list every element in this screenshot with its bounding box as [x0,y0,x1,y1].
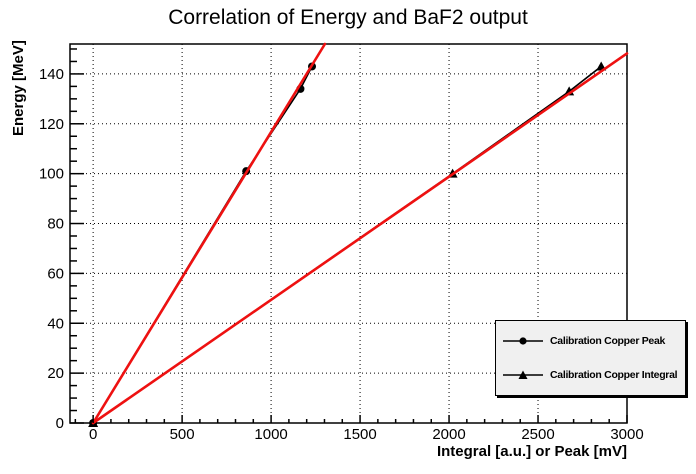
y-axis-tick-label: 80 [47,216,64,233]
circle-marker-icon [503,337,543,345]
y-axis-tick-label: 20 [47,365,64,382]
x-axis-tick-label: 2500 [521,426,554,443]
fit-line [91,52,629,425]
legend-entry: Calibration Copper Integral [502,359,685,391]
y-axis-tick-label: 40 [47,315,64,332]
chart-title: Correlation of Energy and BaF2 output [168,6,528,29]
x-axis-tick-label: 1000 [254,426,287,443]
y-axis-tick-label: 100 [39,166,64,183]
x-axis-tick-label: 0 [89,426,97,443]
legend-entry-label: Calibration Copper Integral [550,369,678,381]
x-axis-tick-label: 2000 [432,426,465,443]
x-axis-tick-label: 1500 [343,426,376,443]
legend-box: Calibration Copper Peak Calibration Copp… [495,320,686,396]
x-axis-tick-label: 3000 [610,426,643,443]
x-axis-tick-label: 500 [170,426,195,443]
plot-frame [69,43,628,424]
x-axis-title: Integral [a.u.] or Peak [mV] [436,443,627,460]
y-axis-title: Energy [MeV] [10,40,27,136]
legend-entry-label: Calibration Copper Peak [550,335,666,347]
y-axis-tick-label: 60 [47,265,64,282]
y-axis-tick-label: 120 [39,116,64,133]
triangle-marker-icon [503,370,543,379]
legend-entry: Calibration Copper Peak [502,325,685,357]
fit-line [91,42,327,425]
y-axis-tick-label: 0 [56,415,64,432]
y-axis-tick-label: 140 [39,66,64,83]
